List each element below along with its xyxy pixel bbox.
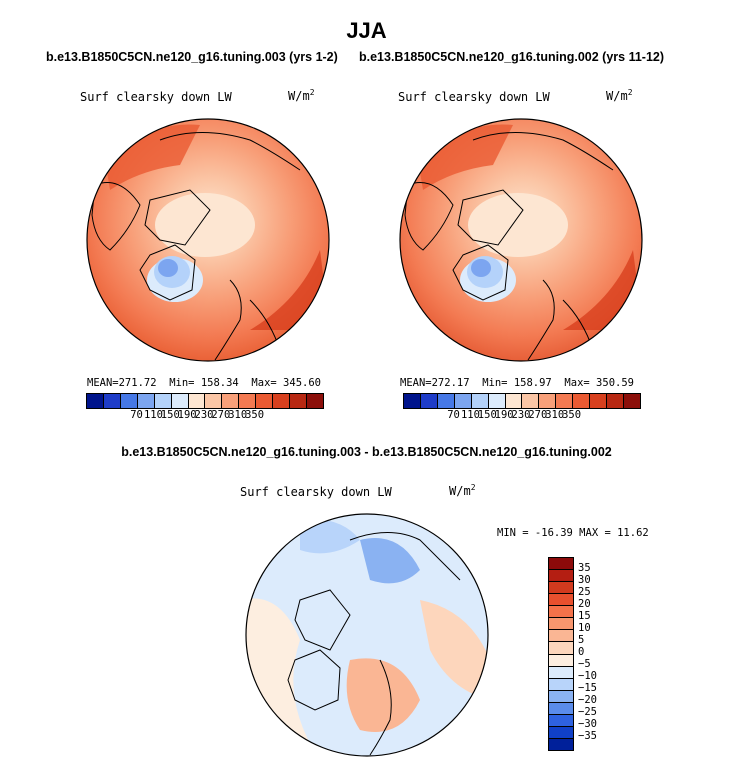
colorbar-tick-label: −10 xyxy=(578,670,597,682)
right-units-label: W/m2 xyxy=(606,88,633,103)
left-units-label: W/m2 xyxy=(288,88,315,103)
colorbar-swatch xyxy=(239,394,257,408)
right-colorbar-ticks: 70 110 150 190 230 270 310 350 xyxy=(403,409,639,423)
colorbar-swatch xyxy=(549,594,573,607)
left-case-title: b.e13.B1850C5CN.ne120_g16.tuning.003 (yr… xyxy=(46,50,338,64)
right-colorbar xyxy=(403,393,641,409)
left-colorbar-ticks: 70 110 150 190 230 270 310 350 xyxy=(86,409,322,423)
colorbar-tick-label: 110 xyxy=(143,409,163,421)
colorbar-tick-label: 70 xyxy=(130,409,143,421)
colorbar-tick-label: 270 xyxy=(211,409,231,421)
colorbar-tick-label: 20 xyxy=(578,598,591,610)
colorbar-tick-label: −15 xyxy=(578,682,597,694)
colorbar-swatch xyxy=(205,394,223,408)
colorbar-swatch xyxy=(488,394,506,408)
colorbar-swatch xyxy=(437,394,455,408)
colorbar-swatch xyxy=(222,394,240,408)
colorbar-swatch xyxy=(590,394,608,408)
colorbar-tick-label: 230 xyxy=(511,409,531,421)
colorbar-tick-label: −30 xyxy=(578,718,597,730)
colorbar-swatch xyxy=(420,394,438,408)
colorbar-swatch xyxy=(549,618,573,631)
colorbar-swatch xyxy=(549,714,573,727)
diff-colorbar xyxy=(548,557,574,751)
colorbar-swatch xyxy=(471,394,489,408)
colorbar-swatch xyxy=(120,394,138,408)
colorbar-tick-label: 230 xyxy=(194,409,214,421)
colorbar-swatch xyxy=(87,394,104,408)
colorbar-swatch xyxy=(549,582,573,595)
colorbar-swatch xyxy=(171,394,189,408)
left-stats: MEAN=271.72 Min= 158.34 Max= 345.60 xyxy=(87,377,321,389)
diff-stats: MIN = -16.39 MAX = 11.62 xyxy=(497,527,649,539)
right-case-title: b.e13.B1850C5CN.ne120_g16.tuning.002 (yr… xyxy=(359,50,665,64)
diff-case-title: b.e13.B1850C5CN.ne120_g16.tuning.003 - b… xyxy=(121,445,612,459)
right-variable-label: Surf clearsky down LW xyxy=(398,90,550,104)
colorbar-tick-label: 35 xyxy=(578,562,591,574)
colorbar-tick-label: 30 xyxy=(578,574,591,586)
colorbar-tick-label: 15 xyxy=(578,610,591,622)
colorbar-swatch xyxy=(188,394,206,408)
left-variable-label: Surf clearsky down LW xyxy=(80,90,232,104)
colorbar-tick-label: 70 xyxy=(447,409,460,421)
colorbar-swatch xyxy=(607,394,624,408)
colorbar-swatch xyxy=(137,394,155,408)
colorbar-swatch xyxy=(549,558,573,571)
colorbar-tick-label: 150 xyxy=(160,409,180,421)
colorbar-swatch xyxy=(556,394,574,408)
colorbar-swatch xyxy=(290,394,307,408)
colorbar-swatch xyxy=(273,394,291,408)
colorbar-tick-label: 10 xyxy=(578,622,591,634)
season-title: JJA xyxy=(346,18,387,43)
colorbar-swatch xyxy=(573,394,591,408)
diff-variable-label: Surf clearsky down LW xyxy=(240,485,392,499)
colorbar-swatch xyxy=(549,642,573,655)
colorbar-swatch xyxy=(623,394,640,408)
colorbar-swatch xyxy=(454,394,472,408)
colorbar-swatch xyxy=(154,394,172,408)
diff-colorbar-ticks: 35 30 25 20 15 10 5 0 −5 −10 −15 −20 −25 −30 −35 xyxy=(578,557,618,749)
colorbar-swatch xyxy=(549,678,573,691)
colorbar-tick-label: 150 xyxy=(477,409,497,421)
left-colorbar xyxy=(86,393,324,409)
colorbar-tick-label: −20 xyxy=(578,694,597,706)
colorbar-swatch xyxy=(522,394,540,408)
right-stats: MEAN=272.17 Min= 158.97 Max= 350.59 xyxy=(400,377,634,389)
colorbar-swatch xyxy=(256,394,274,408)
colorbar-tick-label: −5 xyxy=(578,658,591,670)
colorbar-swatch xyxy=(549,666,573,679)
colorbar-tick-label: −35 xyxy=(578,730,597,742)
colorbar-tick-label: 270 xyxy=(528,409,548,421)
colorbar-swatch xyxy=(549,726,573,739)
colorbar-tick-label: 190 xyxy=(177,409,197,421)
colorbar-swatch xyxy=(404,394,421,408)
diff-units-label: W/m2 xyxy=(449,483,476,498)
colorbar-tick-label: −25 xyxy=(578,706,597,718)
colorbar-swatch xyxy=(505,394,523,408)
colorbar-tick-label: 310 xyxy=(228,409,248,421)
colorbar-swatch xyxy=(549,630,573,643)
colorbar-tick-label: 190 xyxy=(494,409,514,421)
colorbar-swatch xyxy=(306,394,323,408)
colorbar-tick-label: 25 xyxy=(578,586,591,598)
colorbar-swatch xyxy=(549,738,573,750)
colorbar-swatch xyxy=(549,702,573,715)
colorbar-swatch xyxy=(549,606,573,619)
colorbar-tick-label: 350 xyxy=(562,409,582,421)
colorbar-swatch xyxy=(549,690,573,703)
colorbar-tick-label: 0 xyxy=(578,646,585,658)
colorbar-swatch xyxy=(539,394,557,408)
colorbar-tick-label: 110 xyxy=(460,409,480,421)
colorbar-swatch xyxy=(549,654,573,667)
colorbar-swatch xyxy=(103,394,121,408)
colorbar-tick-label: 350 xyxy=(245,409,265,421)
colorbar-swatch xyxy=(549,570,573,583)
colorbar-tick-label: 5 xyxy=(578,634,585,646)
colorbar-tick-label: 310 xyxy=(545,409,565,421)
